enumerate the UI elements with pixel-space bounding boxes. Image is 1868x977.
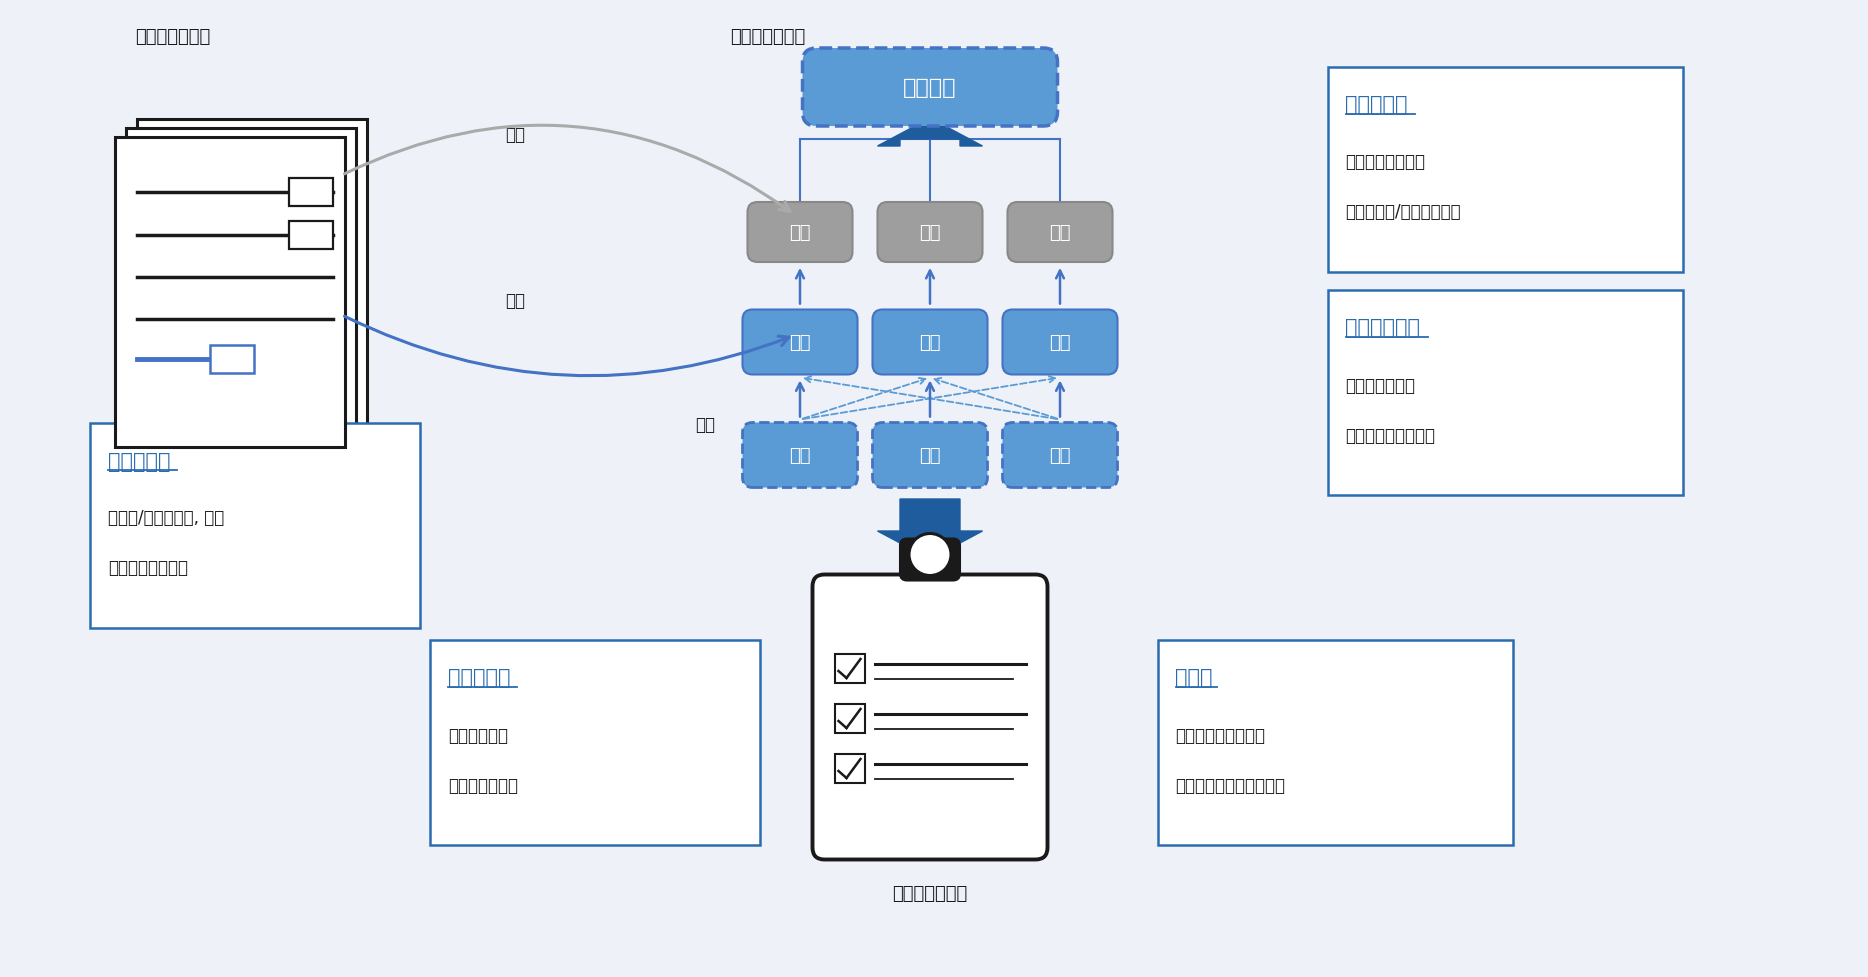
FancyBboxPatch shape — [742, 423, 857, 488]
Text: 要因: 要因 — [1050, 334, 1070, 352]
FancyBboxPatch shape — [900, 539, 960, 581]
Circle shape — [910, 534, 951, 575]
Text: 要因: 要因 — [919, 446, 941, 464]
Text: 真の問題: 真の問題 — [904, 78, 956, 98]
FancyBboxPatch shape — [742, 310, 857, 375]
Text: 要因: 要因 — [790, 334, 811, 352]
Text: ・要素間の関連付け: ・要素間の関連付け — [1345, 426, 1435, 444]
FancyBboxPatch shape — [1328, 67, 1683, 273]
FancyBboxPatch shape — [1007, 203, 1113, 263]
FancyBboxPatch shape — [1158, 640, 1513, 845]
Text: ・問題/要因の抄出, 推測: ・問題/要因の抄出, 推測 — [108, 509, 224, 527]
FancyBboxPatch shape — [747, 203, 852, 263]
FancyBboxPatch shape — [290, 179, 333, 207]
Text: ケース文章・表: ケース文章・表 — [134, 28, 211, 46]
FancyBboxPatch shape — [136, 120, 366, 430]
Text: 要因: 要因 — [919, 334, 941, 352]
FancyBboxPatch shape — [835, 704, 865, 734]
Text: 要因: 要因 — [790, 446, 811, 464]
FancyBboxPatch shape — [1003, 310, 1117, 375]
FancyBboxPatch shape — [90, 423, 420, 628]
FancyBboxPatch shape — [872, 310, 988, 375]
Text: ・自ら行動し解決へ: ・自ら行動し解決へ — [1175, 726, 1265, 743]
FancyBboxPatch shape — [878, 203, 983, 263]
Text: ・問題を自分毎に捕える: ・問題を自分毎に捕える — [1175, 776, 1285, 793]
Text: 問題: 問題 — [1050, 224, 1070, 241]
FancyArrow shape — [878, 499, 983, 560]
Text: 課題分析力: 課題分析力 — [108, 451, 170, 471]
Text: 抄出: 抄出 — [504, 126, 525, 144]
FancyBboxPatch shape — [116, 138, 346, 447]
Text: 課題解決力: 課題解決力 — [448, 668, 510, 688]
Text: 主体性: 主体性 — [1175, 668, 1212, 688]
Text: 問題・課題分析: 問題・課題分析 — [730, 28, 805, 46]
Text: ・重要課題を選定: ・重要課題を選定 — [108, 559, 189, 576]
FancyBboxPatch shape — [290, 222, 333, 250]
FancyBboxPatch shape — [430, 640, 760, 845]
Text: 課題発見力: 課題発見力 — [1345, 96, 1408, 115]
Text: 問題: 問題 — [919, 224, 941, 241]
Text: 論理的思考力: 論理的思考力 — [1345, 319, 1420, 338]
FancyBboxPatch shape — [1328, 290, 1683, 495]
Text: 抄出: 抄出 — [504, 292, 525, 310]
Text: 問題: 問題 — [790, 224, 811, 241]
Text: 要因: 要因 — [1050, 446, 1070, 464]
FancyBboxPatch shape — [835, 655, 865, 683]
Text: ・施策の立案: ・施策の立案 — [448, 726, 508, 743]
FancyBboxPatch shape — [872, 423, 988, 488]
FancyBboxPatch shape — [835, 754, 865, 784]
Text: 推測: 推測 — [695, 415, 715, 434]
FancyBboxPatch shape — [209, 346, 254, 373]
Text: ・各要素の整理: ・各要素の整理 — [1345, 376, 1416, 394]
FancyBboxPatch shape — [813, 574, 1048, 860]
Text: ・真の問題を発見: ・真の問題を発見 — [1345, 153, 1425, 171]
Text: 解決施策の立案: 解決施策の立案 — [893, 884, 968, 903]
FancyBboxPatch shape — [803, 49, 1057, 127]
FancyBboxPatch shape — [1003, 423, 1117, 488]
FancyBboxPatch shape — [125, 129, 357, 439]
FancyArrow shape — [878, 119, 983, 147]
Text: ・施策の具体化: ・施策の具体化 — [448, 776, 517, 793]
Text: ・広い視野/根底を問直す: ・広い視野/根底を問直す — [1345, 203, 1461, 221]
